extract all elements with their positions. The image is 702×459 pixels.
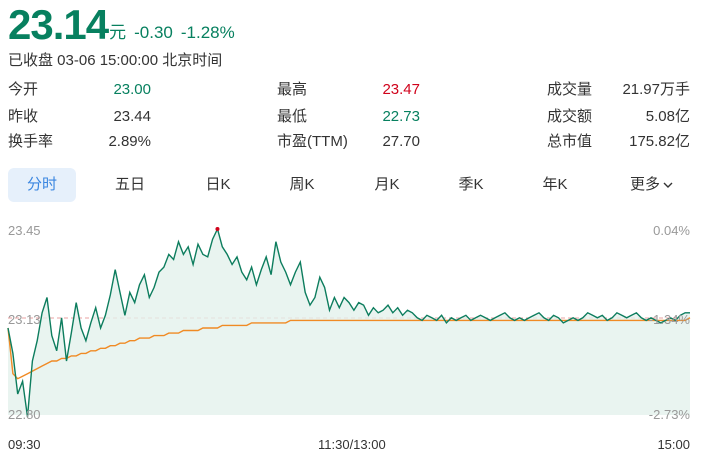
stat-label-low: 最低 [277, 108, 308, 125]
stat-label-open: 今开 [8, 81, 39, 98]
stat-label-pe-ttm: 市盈(TTM) [277, 133, 348, 150]
x-axis-tick-close: 15:00 [657, 437, 690, 452]
tab-quarterly-k-label: 季K [458, 176, 484, 193]
tab-five-day-label: 五日 [114, 176, 145, 193]
stat-label-prev-close: 昨收 [8, 108, 39, 125]
tab-five-day[interactable]: 五日 [104, 168, 156, 202]
y-axis-tick-low: 22.80 [8, 407, 41, 422]
price-area-fill [8, 229, 690, 417]
stat-value-turnover-rate: 2.89% [108, 133, 151, 150]
average-price-line [7, 317, 691, 380]
stat-value-pe-ttm: 27.70 [382, 133, 420, 150]
tab-intraday[interactable]: 分时 [8, 168, 76, 202]
period-tabs: 分时 五日 日K 周K 月K 季K 年K 更多 [8, 168, 688, 202]
price-change: -0.30 [134, 23, 173, 42]
tab-weekly-k[interactable]: 周K [276, 168, 328, 202]
price-line [7, 226, 690, 417]
stat-label-amount: 成交额 [547, 108, 593, 125]
price-change-percent: -1.28% [180, 23, 235, 42]
stat-label-turnover-rate: 换手率 [8, 133, 54, 150]
quote-header: 23.14 元 -0.30 -1.28% [8, 2, 235, 46]
y-axis-tick-mid: 23.13 [8, 312, 41, 327]
tab-more-label: 更多 [629, 176, 660, 193]
stat-value-volume: 21.97万手 [622, 81, 690, 98]
tab-monthly-k-label: 月K [374, 176, 400, 193]
stats-grid: 今开 23.00 昨收 23.44 换手率 2.89% 最高 23.47 最低 … [0, 76, 702, 156]
y-axis-tick-high: 23.45 [8, 223, 41, 238]
market-status: 已收盘 03-06 15:00:00 北京时间 [8, 52, 223, 69]
intraday-chart: 23.45 23.13 22.80 0.04% -1.34% -2.73% 09… [0, 205, 702, 459]
stat-value-prev-close: 23.44 [113, 108, 151, 125]
stat-value-amount: 5.08亿 [645, 108, 690, 125]
stat-label-volume: 成交量 [547, 81, 593, 98]
tab-yearly-k[interactable]: 年K [529, 168, 581, 202]
tab-daily-k-label: 日K [205, 176, 231, 193]
price-unit: 元 [109, 23, 127, 42]
tab-daily-k[interactable]: 日K [192, 168, 244, 202]
chevron-down-icon [663, 182, 673, 189]
tab-more[interactable]: 更多 [616, 168, 688, 202]
x-axis-tick-open: 09:30 [8, 437, 41, 452]
pct-axis-tick-mid: -1.34% [648, 312, 690, 327]
tab-weekly-k-label: 周K [289, 176, 315, 193]
high-point-marker [215, 227, 220, 231]
tab-quarterly-k[interactable]: 季K [445, 168, 497, 202]
stat-value-market-cap: 175.82亿 [629, 133, 690, 150]
tab-yearly-k-label: 年K [542, 176, 568, 193]
stat-value-low: 22.73 [382, 108, 420, 125]
current-price: 23.14 [8, 1, 109, 48]
stat-label-high: 最高 [277, 81, 308, 98]
pct-axis-tick-high: 0.04% [653, 223, 690, 238]
stat-label-market-cap: 总市值 [547, 133, 593, 150]
tab-intraday-label: 分时 [26, 176, 57, 193]
x-axis-tick-midday: 11:30/13:00 [318, 437, 386, 452]
tab-monthly-k[interactable]: 月K [361, 168, 413, 202]
stat-value-high: 23.47 [382, 81, 420, 98]
pct-axis-tick-low: -2.73% [648, 407, 690, 422]
intraday-chart-canvas [7, 226, 691, 417]
stat-value-open: 23.00 [113, 81, 151, 98]
